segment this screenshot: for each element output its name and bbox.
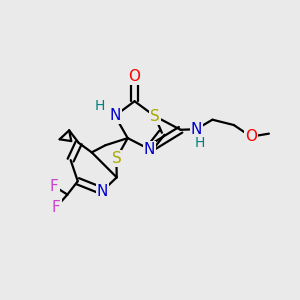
Text: F: F [50, 179, 59, 194]
Text: O: O [128, 69, 140, 84]
Text: F: F [52, 200, 61, 214]
Text: N: N [97, 184, 108, 199]
Text: H: H [195, 136, 205, 151]
Text: O: O [245, 129, 257, 144]
Text: N: N [143, 142, 155, 157]
Text: N: N [109, 108, 121, 123]
Text: H: H [95, 99, 105, 113]
Text: S: S [150, 109, 160, 124]
Text: S: S [112, 151, 121, 166]
Text: N: N [191, 122, 202, 137]
